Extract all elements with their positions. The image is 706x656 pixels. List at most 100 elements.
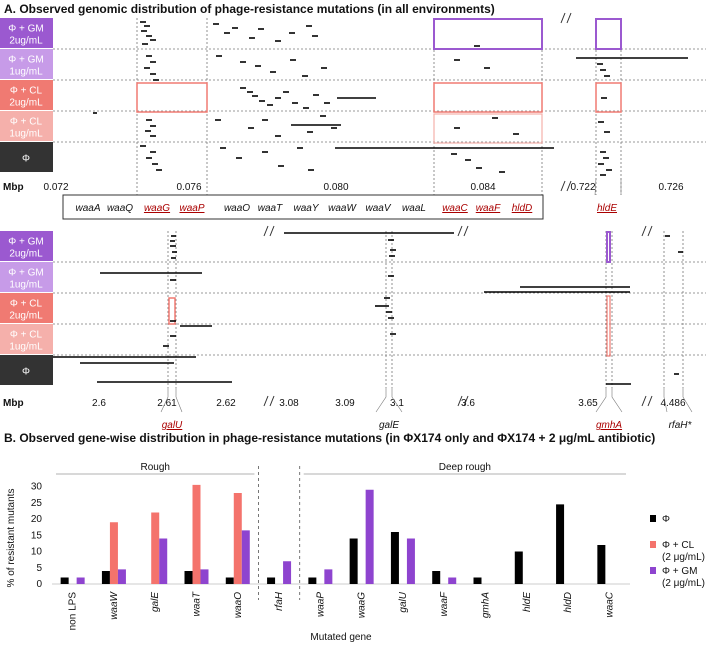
bar-hldD-0 (556, 504, 565, 584)
bar-waaT-1 (192, 484, 201, 584)
axis-bottom-tick: 3.65 (578, 398, 598, 409)
gene-label-top: waaT (258, 203, 283, 214)
gene-label-top: waaC (442, 203, 468, 214)
legend-label: Φ + GM (662, 566, 697, 577)
bot-selection-box (606, 231, 611, 263)
axis-bottom: 2.6 2.61 2.62 3.08 3.09 3.1 3.6 3.65 4.486 (92, 395, 686, 409)
x-tick-label: waaF (439, 591, 450, 616)
gene-connector (663, 388, 693, 413)
axis-bottom-tick: 3.1 (390, 398, 404, 409)
gene-label-bottom: galU (162, 420, 183, 431)
bar-waaT-2 (200, 569, 209, 584)
gene-label-top: hldD (512, 203, 533, 214)
y-tick-label: 30 (31, 482, 43, 493)
bar-galU-2 (406, 538, 415, 584)
axis-top: 0.072 0.076 0.080 0.084 0.722 0.726 (43, 180, 684, 193)
gene-label-bottom: rfaH* (669, 420, 693, 431)
bot-axis-axis-break-icon (641, 395, 653, 407)
bot-row-label-line2: 1ug/mL (9, 280, 43, 291)
bot-row-label-line2: 2ug/mL (9, 311, 43, 322)
x-axis-label: Mutated gene (310, 632, 372, 643)
axis-top-tick: 0.076 (176, 182, 201, 193)
top-row-label-line1: Φ + CL (10, 86, 43, 97)
bar-rfaH-2 (283, 561, 292, 584)
axis-bottom-tick: 4.486 (660, 398, 685, 409)
mbp-label-top: Mbp (3, 182, 24, 193)
bar-waaO-0 (225, 577, 234, 584)
axis-bottom-tick: 3.6 (461, 398, 475, 409)
bot-axis-axis-break-icon (457, 395, 469, 407)
legend-label: Φ (662, 514, 670, 525)
x-tick-label: waaG (357, 592, 368, 618)
bot-row-label-line1: Φ + CL (10, 330, 43, 341)
bot-row-label-bg (0, 231, 53, 261)
x-tick-label: waaT (192, 591, 203, 616)
bar-waaG-2 (365, 489, 374, 584)
bar-waaW-2 (117, 569, 126, 584)
x-tick-label: waaO (233, 592, 244, 618)
gene-label-top: waaL (402, 203, 426, 214)
top-row-label-line2: 1ug/mL (9, 129, 43, 140)
top-selection-box (595, 82, 622, 113)
group-label: Deep rough (439, 462, 491, 473)
group-label: Rough (140, 462, 169, 473)
bot-axis-break-icon (457, 225, 469, 237)
bar-hldE-0 (514, 551, 523, 584)
y-tick-label: 0 (36, 579, 42, 590)
top-selection-box (433, 113, 543, 144)
axis-bottom-tick: 2.62 (216, 398, 236, 409)
gene-connector (160, 388, 183, 413)
panel-a-title: A. Observed genomic distribution of phag… (4, 2, 495, 16)
x-tick-label: galE (150, 592, 161, 612)
legend-swatch (650, 541, 656, 548)
top-selection-box (136, 82, 208, 113)
axis-top-tick: 0.080 (323, 182, 348, 193)
legend-label-sub: (2 μg/mL) (662, 578, 705, 589)
top-selection-box (595, 18, 622, 50)
bar-waaW-0 (101, 571, 110, 584)
top-row-label-bg (0, 18, 53, 48)
panel-b-title: B. Observed gene-wise distribution in ph… (4, 431, 655, 445)
mbp-label-bottom: Mbp (3, 398, 24, 409)
top-row-label-line2: 2ug/mL (9, 98, 43, 109)
bot-row-label: Φ (22, 367, 30, 378)
gene-label-bottom: gmhA (596, 420, 622, 431)
top-axis-break-icon (560, 12, 572, 24)
bot-row-label-line2: 1ug/mL (9, 342, 43, 353)
bot-axis-break-icon (263, 225, 275, 237)
top-row-label-line1: Φ + CL (10, 117, 43, 128)
bar-waaP-0 (308, 577, 317, 584)
top-row-label: Φ (22, 154, 30, 165)
bar-galE-1 (151, 512, 160, 584)
gene-connector (375, 388, 403, 413)
axis-top-tick: 0.726 (658, 182, 683, 193)
bar-non LPS-2 (76, 577, 85, 584)
x-tick-label: waaC (604, 591, 615, 617)
x-tick-label: hldE (522, 592, 533, 612)
top-selection-box (433, 18, 543, 50)
top-row-label-line2: 2ug/mL (9, 36, 43, 47)
gene-label-top: waaP (179, 203, 204, 214)
bot-row-label-bg (0, 262, 53, 292)
bar-gmhA-0 (473, 577, 482, 584)
x-tick-label: non LPS (68, 592, 79, 631)
axis-bottom-tick: 3.08 (279, 398, 299, 409)
y-tick-label: 20 (31, 514, 43, 525)
bar-non LPS-0 (60, 577, 69, 584)
x-tick-label: hldD (563, 592, 574, 613)
gene-connector (595, 388, 623, 413)
bar-waaO-1 (233, 493, 242, 584)
gene-label-top: waaF (476, 203, 501, 214)
axis-bottom-tick: 3.09 (335, 398, 355, 409)
axis-top-tick: 0.072 (43, 182, 68, 193)
bot-row-label-line1: Φ + GM (8, 237, 43, 248)
gene-label-top: waaO (224, 203, 250, 214)
gene-label-top: waaG (144, 203, 170, 214)
bar-galE-2 (159, 538, 168, 584)
x-tick-label: waaP (315, 592, 326, 617)
gene-label-top: waaW (328, 203, 357, 214)
x-tick-label: galU (398, 591, 409, 612)
x-tick-label: waaW (109, 590, 120, 619)
bar-waaP-2 (324, 569, 333, 584)
